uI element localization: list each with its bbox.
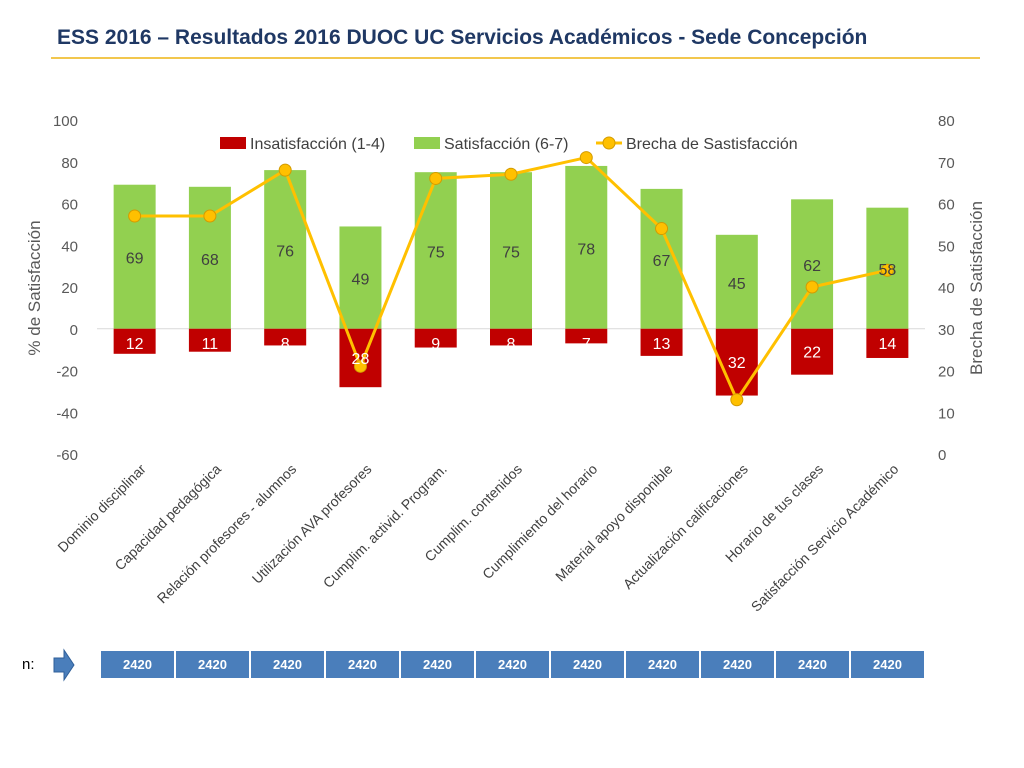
satisfaction-label: 62 (803, 258, 821, 275)
gap-point (805, 280, 819, 294)
category-label: Utilización AVA profesores (249, 461, 375, 587)
n-cell: 2420 (326, 651, 399, 678)
y-tick-label: -20 (56, 364, 78, 381)
dissatisfaction-label: 8 (507, 336, 516, 353)
legend-label-satisfaction: Satisfacción (6-7) (444, 136, 569, 153)
dissatisfaction-label: 8 (281, 336, 290, 353)
satisfaction-label: 58 (878, 262, 896, 279)
dissatisfaction-bar (866, 328, 909, 358)
gap-point (504, 167, 518, 181)
title-divider (51, 57, 980, 59)
y2-axis-title: Brecha de Satisfacción (967, 201, 986, 375)
y2-tick-label: 60 (938, 197, 955, 214)
satisfaction-bar (339, 226, 382, 329)
legend-swatch-dissatisfaction (220, 137, 246, 149)
y-tick-label: -60 (56, 447, 78, 464)
category-label: Satisfacción Servicio Académico (748, 461, 902, 615)
y2-tick-label: 80 (938, 113, 955, 130)
dissatisfaction-bar (264, 328, 307, 346)
dissatisfaction-label: 28 (352, 351, 370, 368)
dissatisfaction-label: 13 (653, 336, 671, 353)
n-cell: 2420 (851, 651, 924, 678)
dissatisfaction-bar (339, 328, 382, 388)
n-cell: 2420 (176, 651, 249, 678)
y2-tick-label: 50 (938, 238, 955, 255)
dissatisfaction-label: 22 (803, 345, 821, 362)
satisfaction-label: 76 (276, 243, 294, 260)
satisfaction-bar (264, 170, 307, 329)
dissatisfaction-label: 7 (582, 336, 591, 353)
y-tick-label: 60 (61, 197, 78, 214)
gap-point (278, 163, 292, 177)
n-cell: 2420 (776, 651, 849, 678)
satisfaction-label: 78 (577, 241, 595, 258)
y2-tick-label: 10 (938, 405, 955, 422)
y2-tick-label: 40 (938, 280, 955, 297)
right-arrow-icon (53, 648, 75, 682)
y-tick-label: -40 (56, 405, 78, 422)
y-tick-label: 80 (61, 155, 78, 172)
gap-point (579, 151, 593, 165)
n-cell: 2420 (401, 651, 474, 678)
satisfaction-label: 68 (201, 252, 219, 269)
category-label: Relación profesores - alumnos (154, 461, 300, 607)
y2-tick-label: 0 (938, 447, 946, 464)
legend-swatch-satisfaction (414, 137, 440, 149)
satisfaction-bar (565, 165, 608, 329)
satisfaction-label: 45 (728, 276, 746, 293)
satisfaction-label: 69 (126, 251, 144, 268)
legend-marker-gap (602, 136, 616, 150)
dissatisfaction-bar (565, 328, 608, 344)
category-label: Actualización calificaciones (620, 461, 751, 592)
gap-point (655, 222, 669, 236)
y-tick-label: 20 (61, 280, 78, 297)
dissatisfaction-bar (640, 328, 683, 356)
n-cell: 2420 (626, 651, 699, 678)
n-cell: 2420 (551, 651, 624, 678)
gap-point (730, 393, 744, 407)
dissatisfaction-bar (188, 328, 231, 352)
combo-chart: 100806040200-20-40-6080706050403020100% … (25, 113, 986, 615)
satisfaction-bar (715, 234, 758, 329)
dissatisfaction-bar (791, 328, 834, 375)
n-cell: 2420 (101, 651, 174, 678)
dissatisfaction-label: 12 (126, 336, 144, 353)
satisfaction-label: 49 (352, 272, 370, 289)
dissatisfaction-label: 14 (878, 336, 896, 353)
satisfaction-bar (113, 184, 156, 329)
n-table: 2420 2420 2420 2420 2420 2420 2420 2420 2420 2420… (101, 651, 926, 678)
satisfaction-label: 75 (427, 244, 445, 261)
dissatisfaction-label: 9 (431, 336, 440, 353)
legend-label-dissatisfaction: Insatisfacción (1-4) (250, 136, 385, 153)
y2-tick-label: 20 (938, 364, 955, 381)
gap-point (880, 263, 894, 277)
category-label: Cumplim. activid. Program. (320, 461, 450, 591)
y-axis-title: % de Satisfacción (25, 220, 44, 355)
dissatisfaction-label: 32 (728, 355, 746, 372)
y2-tick-label: 30 (938, 322, 955, 339)
n-cell: 2420 (251, 651, 324, 678)
dissatisfaction-bar (715, 328, 758, 396)
n-label: n: (22, 656, 35, 673)
satisfaction-bar (490, 172, 532, 329)
gap-point (429, 171, 443, 185)
dissatisfaction-bar (490, 328, 532, 346)
dissatisfaction-label: 11 (202, 336, 219, 353)
dissatisfaction-bar (414, 328, 457, 348)
gap-point (128, 209, 142, 223)
gap-point (353, 359, 367, 373)
n-cell: 2420 (701, 651, 774, 678)
y-tick-label: 0 (70, 322, 78, 339)
n-cell: 2420 (476, 651, 549, 678)
y-tick-label: 40 (61, 238, 78, 255)
gap-point (203, 209, 217, 223)
page-title: ESS 2016 – Resultados 2016 DUOC UC Servi… (57, 26, 868, 49)
legend-label-gap: Brecha de Sastisfacción (626, 136, 798, 153)
satisfaction-bar (414, 172, 457, 329)
y-tick-label: 100 (53, 113, 78, 130)
dissatisfaction-bar (113, 328, 156, 354)
satisfaction-label: 75 (502, 244, 520, 261)
satisfaction-label: 67 (653, 253, 671, 270)
y2-tick-label: 70 (938, 155, 955, 172)
